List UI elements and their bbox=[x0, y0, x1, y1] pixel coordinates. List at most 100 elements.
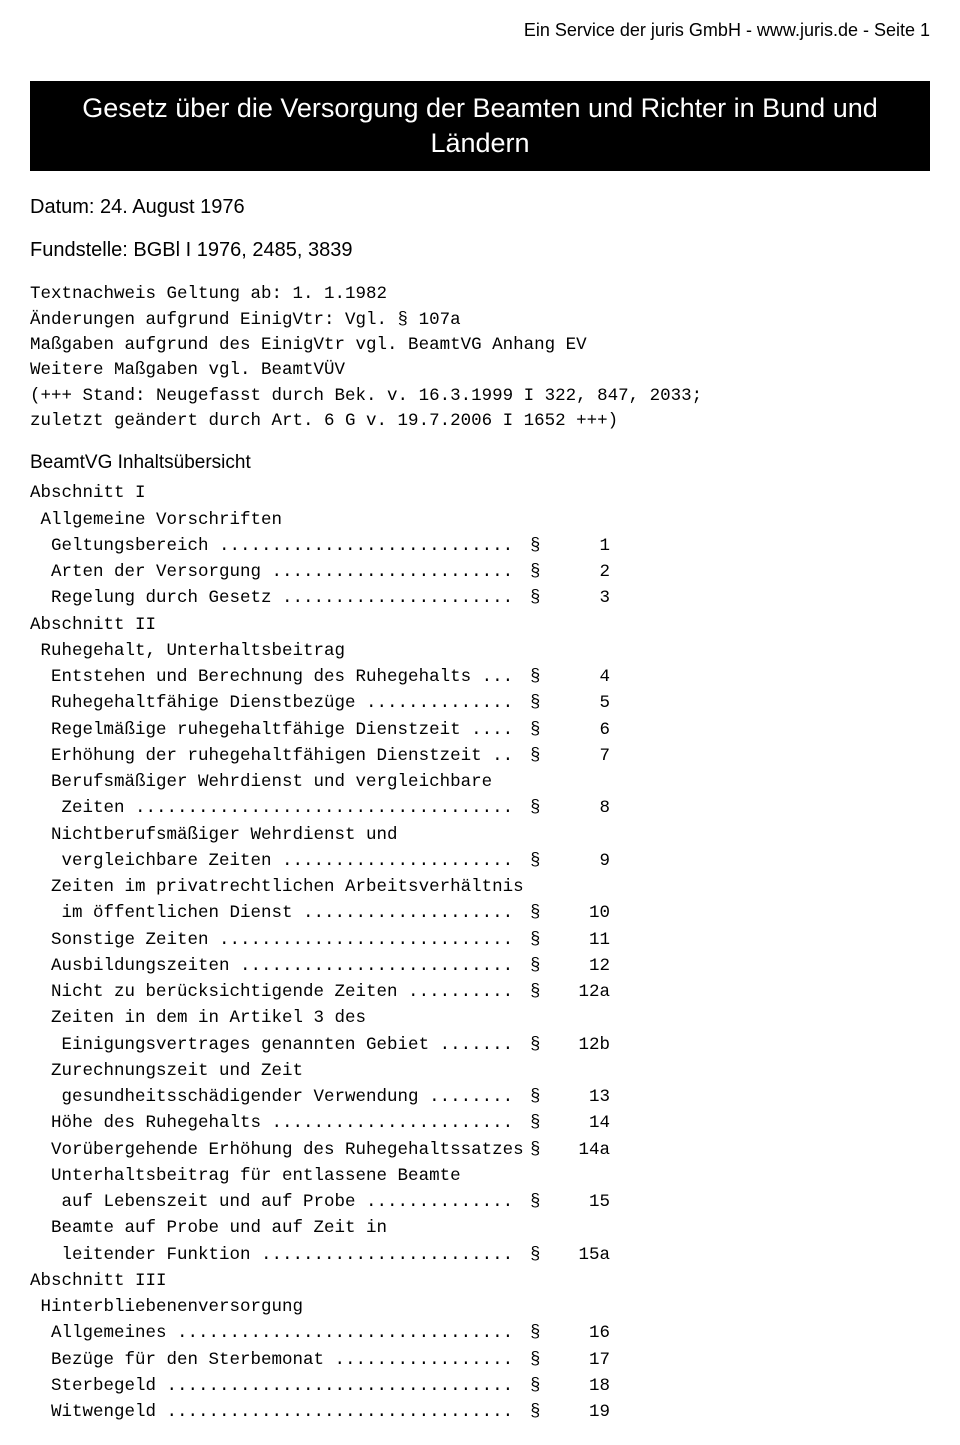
toc-section-heading: Abschnitt I Allgemeine Vorschriften bbox=[30, 480, 930, 533]
toc-item-number: 12 bbox=[560, 953, 610, 979]
toc-item-number: 1 bbox=[560, 533, 610, 559]
toc-item-number: 7 bbox=[560, 743, 610, 769]
toc-item-number: 14 bbox=[560, 1110, 610, 1136]
toc-item-label: Regelmäßige ruhegehaltfähige Dienstzeit … bbox=[30, 717, 530, 743]
toc-item-number: 12b bbox=[560, 1032, 610, 1058]
toc-item-label: Berufsmäßiger Wehrdienst und vergleichba… bbox=[30, 769, 530, 795]
toc-item-label: Bezüge für den Sterbemonat .............… bbox=[30, 1347, 530, 1373]
toc-row: Unterhaltsbeitrag für entlassene Beamte bbox=[30, 1163, 930, 1189]
preamble-block: Textnachweis Geltung ab: 1. 1.1982 Änder… bbox=[30, 282, 930, 434]
toc-item-label: Einigungsvertrages genannten Gebiet ....… bbox=[30, 1032, 530, 1058]
toc-item-label: Zurechnungszeit und Zeit bbox=[30, 1058, 530, 1084]
toc-item-label: Ausbildungszeiten ......................… bbox=[30, 953, 530, 979]
toc-section-heading: Abschnitt III Hinterbliebenenversorgung bbox=[30, 1268, 930, 1321]
toc-item-label: Regelung durch Gesetz ..................… bbox=[30, 585, 530, 611]
toc-block: Abschnitt I Allgemeine Vorschriften Gelt… bbox=[30, 480, 930, 1425]
toc-paragraph-symbol: § bbox=[530, 717, 560, 743]
toc-paragraph-symbol: § bbox=[530, 1032, 560, 1058]
toc-item-number: 5 bbox=[560, 690, 610, 716]
toc-paragraph-symbol: § bbox=[530, 1084, 560, 1110]
toc-paragraph-symbol: § bbox=[530, 927, 560, 953]
toc-row: Geltungsbereich ........................… bbox=[30, 533, 930, 559]
toc-item-number: 11 bbox=[560, 927, 610, 953]
toc-paragraph-symbol: § bbox=[530, 795, 560, 821]
toc-item-number: 9 bbox=[560, 848, 610, 874]
toc-paragraph-symbol: § bbox=[530, 1242, 560, 1268]
toc-paragraph-symbol: § bbox=[530, 559, 560, 585]
toc-paragraph-symbol: § bbox=[530, 1347, 560, 1373]
toc-item-number: 6 bbox=[560, 717, 610, 743]
toc-item-number: 19 bbox=[560, 1399, 610, 1425]
toc-row: Nicht zu berücksichtigende Zeiten ......… bbox=[30, 979, 930, 1005]
toc-row: Ruhegehaltfähige Dienstbezüge ..........… bbox=[30, 690, 930, 716]
toc-item-number: 4 bbox=[560, 664, 610, 690]
toc-row: leitender Funktion .....................… bbox=[30, 1242, 930, 1268]
toc-item-label: Zeiten .................................… bbox=[30, 795, 530, 821]
toc-row: auf Lebenszeit und auf Probe ...........… bbox=[30, 1189, 930, 1215]
toc-paragraph-symbol: § bbox=[530, 743, 560, 769]
toc-item-number: 10 bbox=[560, 900, 610, 926]
toc-item-label: auf Lebenszeit und auf Probe ...........… bbox=[30, 1189, 530, 1215]
toc-item-number: 18 bbox=[560, 1373, 610, 1399]
toc-item-label: Nichtberufsmäßiger Wehrdienst und bbox=[30, 822, 530, 848]
toc-row: Einigungsvertrages genannten Gebiet ....… bbox=[30, 1032, 930, 1058]
toc-paragraph-symbol: § bbox=[530, 585, 560, 611]
toc-item-number: 12a bbox=[560, 979, 610, 1005]
fundstelle-line: Fundstelle: BGBl I 1976, 2485, 3839 bbox=[30, 239, 930, 262]
toc-item-label: Erhöhung der ruhegehaltfähigen Dienstzei… bbox=[30, 743, 530, 769]
toc-item-label: Zeiten im privatrechtlichen Arbeitsverhä… bbox=[30, 874, 530, 900]
toc-item-label: Sterbegeld .............................… bbox=[30, 1373, 530, 1399]
toc-paragraph-symbol: § bbox=[530, 1189, 560, 1215]
toc-item-label: Allgemeines ............................… bbox=[30, 1320, 530, 1346]
toc-paragraph-symbol: § bbox=[530, 953, 560, 979]
toc-row: Zeiten in dem in Artikel 3 des bbox=[30, 1005, 930, 1031]
toc-item-number: 15 bbox=[560, 1189, 610, 1215]
toc-paragraph-symbol: § bbox=[530, 1320, 560, 1346]
toc-row: Höhe des Ruhegehalts ...................… bbox=[30, 1110, 930, 1136]
toc-row: im öffentlichen Dienst .................… bbox=[30, 900, 930, 926]
toc-paragraph-symbol: § bbox=[530, 1399, 560, 1425]
toc-item-label: Ruhegehaltfähige Dienstbezüge ..........… bbox=[30, 690, 530, 716]
toc-row: Regelmäßige ruhegehaltfähige Dienstzeit … bbox=[30, 717, 930, 743]
toc-row: Witwengeld .............................… bbox=[30, 1399, 930, 1425]
toc-item-label: Witwengeld .............................… bbox=[30, 1399, 530, 1425]
toc-heading: BeamtVG Inhaltsübersicht bbox=[30, 452, 930, 474]
toc-item-number: 17 bbox=[560, 1347, 610, 1373]
toc-item-label: leitender Funktion .....................… bbox=[30, 1242, 530, 1268]
toc-row: Ausbildungszeiten ......................… bbox=[30, 953, 930, 979]
toc-row: Regelung durch Gesetz ..................… bbox=[30, 585, 930, 611]
toc-paragraph-symbol: § bbox=[530, 979, 560, 1005]
toc-row: Nichtberufsmäßiger Wehrdienst und bbox=[30, 822, 930, 848]
toc-row: Berufsmäßiger Wehrdienst und vergleichba… bbox=[30, 769, 930, 795]
toc-item-number: 2 bbox=[560, 559, 610, 585]
toc-row: Sterbegeld .............................… bbox=[30, 1373, 930, 1399]
toc-item-number: 13 bbox=[560, 1084, 610, 1110]
toc-row: Zeiten im privatrechtlichen Arbeitsverhä… bbox=[30, 874, 930, 900]
toc-item-label: Vorübergehende Erhöhung des Ruhegehaltss… bbox=[30, 1137, 530, 1163]
toc-row: Beamte auf Probe und auf Zeit in bbox=[30, 1215, 930, 1241]
toc-paragraph-symbol: § bbox=[530, 1137, 560, 1163]
toc-row: Sonstige Zeiten ........................… bbox=[30, 927, 930, 953]
toc-row: gesundheitsschädigender Verwendung .....… bbox=[30, 1084, 930, 1110]
toc-row: Arten der Versorgung ...................… bbox=[30, 559, 930, 585]
toc-paragraph-symbol: § bbox=[530, 1373, 560, 1399]
toc-item-number: 15a bbox=[560, 1242, 610, 1268]
toc-row: Zeiten .................................… bbox=[30, 795, 930, 821]
toc-row: Entstehen und Berechnung des Ruhegehalts… bbox=[30, 664, 930, 690]
toc-paragraph-symbol: § bbox=[530, 690, 560, 716]
toc-row: Vorübergehende Erhöhung des Ruhegehaltss… bbox=[30, 1137, 930, 1163]
toc-item-label: Entstehen und Berechnung des Ruhegehalts… bbox=[30, 664, 530, 690]
toc-item-label: vergleichbare Zeiten ...................… bbox=[30, 848, 530, 874]
toc-item-label: Höhe des Ruhegehalts ...................… bbox=[30, 1110, 530, 1136]
toc-row: Erhöhung der ruhegehaltfähigen Dienstzei… bbox=[30, 743, 930, 769]
toc-item-number: 3 bbox=[560, 585, 610, 611]
toc-item-label: Sonstige Zeiten ........................… bbox=[30, 927, 530, 953]
toc-item-label: Nicht zu berücksichtigende Zeiten ......… bbox=[30, 979, 530, 1005]
toc-item-label: Unterhaltsbeitrag für entlassene Beamte bbox=[30, 1163, 530, 1189]
toc-row: Allgemeines ............................… bbox=[30, 1320, 930, 1346]
toc-row: Bezüge für den Sterbemonat .............… bbox=[30, 1347, 930, 1373]
toc-item-number: 8 bbox=[560, 795, 610, 821]
document-title: Gesetz über die Versorgung der Beamten u… bbox=[30, 81, 930, 171]
toc-item-number: 14a bbox=[560, 1137, 610, 1163]
toc-item-label: Zeiten in dem in Artikel 3 des bbox=[30, 1005, 530, 1031]
